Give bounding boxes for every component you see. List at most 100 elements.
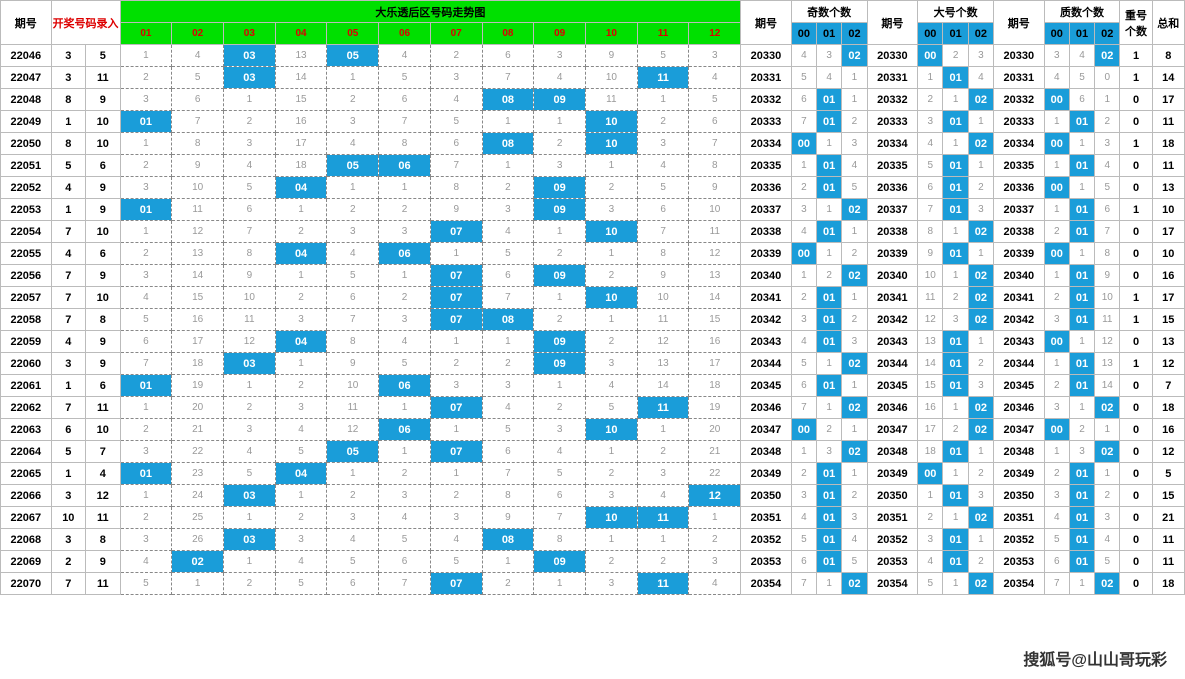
cell-trend-miss: 8 <box>637 243 689 265</box>
cell-side-issue: 20352 <box>994 529 1045 551</box>
cell-big-miss: 2 <box>968 177 993 199</box>
cell-trend-miss: 1 <box>379 265 431 287</box>
cell-rec: 8 <box>86 309 120 331</box>
cell-trend-miss: 5 <box>120 573 172 595</box>
cell-side-issue: 20349 <box>741 463 792 485</box>
cell-odd-miss: 5 <box>791 353 816 375</box>
cell-trend-hit: 07 <box>430 221 482 243</box>
hdr-cnt-col: 02 <box>1095 23 1120 45</box>
cell-big-miss: 1 <box>943 133 968 155</box>
cell-issue: 22055 <box>1 243 52 265</box>
cell-odd-miss: 2 <box>842 485 867 507</box>
cell-trend-miss: 2 <box>637 551 689 573</box>
cell-trend-miss: 17 <box>275 133 327 155</box>
cell-side-issue: 20343 <box>741 331 792 353</box>
cell-side-issue: 20333 <box>741 111 792 133</box>
table-row: 2205081018317486082103720334001320334410… <box>1 133 1185 155</box>
cell-trend-miss: 13 <box>637 353 689 375</box>
cell-big-miss: 1 <box>918 67 943 89</box>
table-row: 2204911001721637511102620333701220333301… <box>1 111 1185 133</box>
cell-rec: 7 <box>51 309 85 331</box>
hdr-trend-col: 12 <box>689 23 741 45</box>
cell-side-issue: 20351 <box>741 507 792 529</box>
cell-prime-hit: 02 <box>1095 397 1120 419</box>
cell-prime-miss: 1 <box>1044 111 1069 133</box>
cell-prime-miss: 5 <box>1069 67 1094 89</box>
cell-trend-hit: 07 <box>430 573 482 595</box>
table-row: 2204635140313054263953203304302203300023… <box>1 45 1185 67</box>
cell-trend-miss: 3 <box>586 485 638 507</box>
cell-rec: 4 <box>51 177 85 199</box>
cell-trend-miss: 1 <box>586 529 638 551</box>
cell-trend-miss: 14 <box>172 265 224 287</box>
cell-trend-miss: 4 <box>586 375 638 397</box>
cell-issue: 22067 <box>1 507 52 529</box>
cell-odd-miss: 1 <box>817 573 842 595</box>
cell-big-miss: 1 <box>968 529 993 551</box>
cell-trend-miss: 24 <box>172 485 224 507</box>
cell-big-hit: 02 <box>968 221 993 243</box>
cell-trend-miss: 7 <box>482 67 534 89</box>
cell-odd-miss: 2 <box>791 177 816 199</box>
cell-trend-miss: 1 <box>223 551 275 573</box>
cell-sum: 11 <box>1152 155 1184 177</box>
cell-prime-miss: 2 <box>1044 463 1069 485</box>
cell-prime-miss: 4 <box>1069 45 1094 67</box>
cell-issue: 22047 <box>1 67 52 89</box>
cell-trend-miss: 23 <box>172 463 224 485</box>
cell-big-hit: 01 <box>943 485 968 507</box>
cell-big-miss: 2 <box>943 287 968 309</box>
cell-trend-miss: 5 <box>482 243 534 265</box>
cell-trend-miss: 16 <box>275 111 327 133</box>
cell-big-miss: 2 <box>968 353 993 375</box>
cell-sum: 8 <box>1152 45 1184 67</box>
cell-side-issue: 20352 <box>741 529 792 551</box>
cell-trend-miss: 6 <box>223 199 275 221</box>
cell-big-miss: 1 <box>918 485 943 507</box>
cell-odd-miss: 6 <box>791 375 816 397</box>
cell-trend-miss: 2 <box>327 89 379 111</box>
cell-trend-miss: 11 <box>637 309 689 331</box>
cell-trend-miss: 6 <box>379 89 431 111</box>
cell-trend-miss: 2 <box>534 397 586 419</box>
cell-rec: 1 <box>51 375 85 397</box>
cell-prime-miss: 4 <box>1044 507 1069 529</box>
cell-trend-miss: 2 <box>223 111 275 133</box>
cell-prime-hit: 01 <box>1069 199 1094 221</box>
cell-trend-miss: 8 <box>482 485 534 507</box>
cell-issue: 22058 <box>1 309 52 331</box>
cell-big-hit: 00 <box>918 45 943 67</box>
cell-trend-miss: 11 <box>327 397 379 419</box>
cell-side-issue: 20330 <box>741 45 792 67</box>
cell-repeat: 0 <box>1120 177 1152 199</box>
cell-odd-miss: 1 <box>842 287 867 309</box>
cell-repeat: 0 <box>1120 155 1152 177</box>
cell-trend-hit: 02 <box>172 551 224 573</box>
cell-trend-hit: 09 <box>534 265 586 287</box>
cell-odd-miss: 4 <box>842 155 867 177</box>
table-row: 2205546213804406152181220339001220339901… <box>1 243 1185 265</box>
cell-big-miss: 16 <box>918 397 943 419</box>
cell-big-miss: 9 <box>918 243 943 265</box>
cell-trend-miss: 6 <box>689 111 741 133</box>
cell-odd-hit: 02 <box>842 441 867 463</box>
cell-trend-hit: 10 <box>586 419 638 441</box>
cell-prime-miss: 3 <box>1044 397 1069 419</box>
cell-sum: 16 <box>1152 265 1184 287</box>
cell-sum: 11 <box>1152 529 1184 551</box>
cell-big-hit: 01 <box>943 529 968 551</box>
cell-trend-miss: 5 <box>223 177 275 199</box>
cell-big-hit: 02 <box>968 309 993 331</box>
cell-trend-miss: 1 <box>534 111 586 133</box>
cell-trend-miss: 2 <box>586 265 638 287</box>
cell-repeat: 0 <box>1120 111 1152 133</box>
cell-trend-miss: 6 <box>534 485 586 507</box>
cell-sum: 10 <box>1152 243 1184 265</box>
cell-issue: 22053 <box>1 199 52 221</box>
cell-trend-miss: 1 <box>534 573 586 595</box>
cell-issue: 22059 <box>1 331 52 353</box>
cell-side-issue: 20342 <box>994 309 1045 331</box>
cell-repeat: 0 <box>1120 375 1152 397</box>
cell-rec: 7 <box>51 573 85 595</box>
cell-prime-miss: 3 <box>1044 485 1069 507</box>
